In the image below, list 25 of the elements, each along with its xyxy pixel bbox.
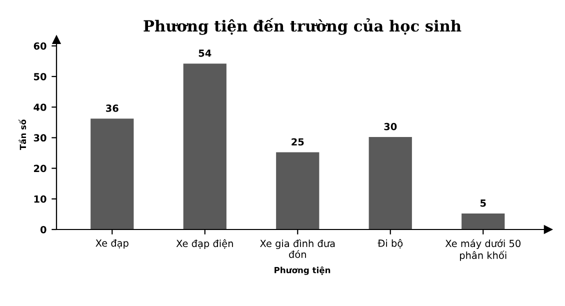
y-tick-label: 30 bbox=[34, 134, 46, 142]
y-tick-label: 60 bbox=[34, 42, 46, 50]
x-tick-label: Xe đạp điện bbox=[176, 239, 233, 250]
y-tick-label: 50 bbox=[34, 72, 46, 80]
bar bbox=[276, 152, 320, 230]
y-tick-label: 20 bbox=[34, 164, 46, 172]
chart-title: Phương tiện đến trường của học sinh bbox=[144, 18, 462, 35]
y-axis-title: Tần số bbox=[18, 119, 26, 150]
bar bbox=[368, 137, 412, 230]
bar bbox=[183, 64, 226, 230]
x-tick-label: Xe gia đình đưa đón bbox=[260, 239, 335, 258]
x-tick-label: Đi bộ bbox=[378, 238, 403, 249]
data-label: 30 bbox=[384, 122, 397, 130]
bar bbox=[462, 214, 505, 230]
x-tick-label: Xe máy dưới 50 phân khối bbox=[445, 239, 520, 261]
y-tick-label: 0 bbox=[40, 226, 46, 234]
data-label: 36 bbox=[106, 104, 118, 112]
x-axis-title: Phương tiện bbox=[274, 266, 330, 275]
data-label: 5 bbox=[480, 200, 486, 207]
y-tick-label: 10 bbox=[34, 195, 46, 203]
bar bbox=[90, 118, 134, 230]
x-tick-label: Xe đạp bbox=[96, 239, 128, 249]
data-label: 25 bbox=[292, 138, 304, 146]
y-tick-label: 40 bbox=[34, 104, 46, 111]
data-label: 54 bbox=[198, 50, 212, 57]
